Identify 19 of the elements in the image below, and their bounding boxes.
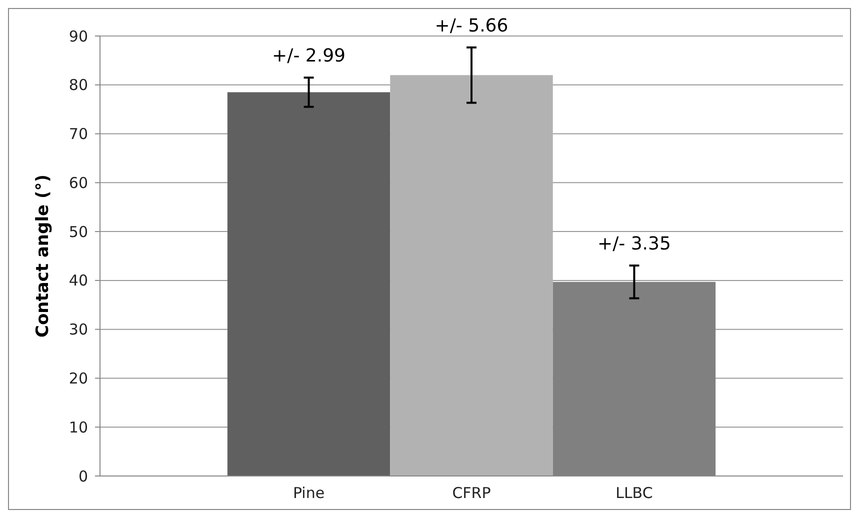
x-tick-label: Pine	[292, 484, 325, 502]
annotation: +/- 2.99	[272, 46, 346, 67]
y-axis-title: Contact angle (°)	[33, 174, 53, 338]
y-tick-label: 70	[68, 125, 88, 144]
annotation: +/- 5.66	[434, 15, 508, 36]
bar	[390, 75, 553, 476]
x-tick-label: CFRP	[452, 484, 491, 502]
y-tick-label: 80	[68, 76, 88, 94]
y-tick-label: 30	[68, 320, 88, 339]
y-tick-label: 50	[68, 222, 88, 241]
y-tick-label: 20	[68, 369, 88, 388]
y-tick-label: 90	[68, 27, 88, 46]
y-tick-label: 60	[68, 174, 88, 192]
y-tick-label: 10	[68, 418, 88, 436]
y-tick-label: 40	[68, 272, 88, 290]
annotation: +/- 3.35	[597, 234, 671, 255]
y-tick-label: 0	[78, 467, 88, 486]
bar	[227, 92, 390, 476]
x-tick-label: LLBC	[616, 484, 653, 502]
